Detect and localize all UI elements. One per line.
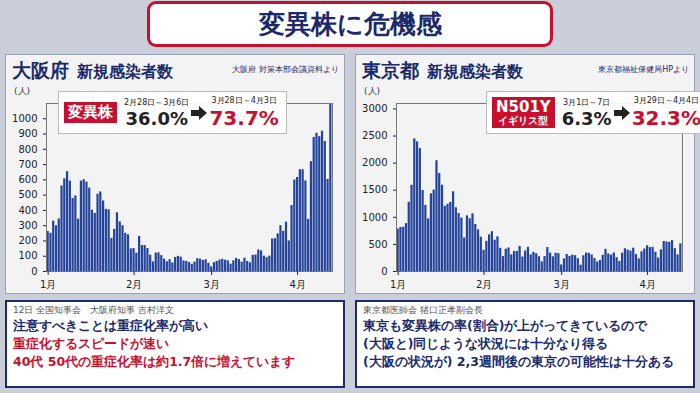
svg-text:4月: 4月 <box>639 279 655 290</box>
svg-text:0: 0 <box>381 266 387 277</box>
svg-text:300: 300 <box>18 220 37 231</box>
svg-text:100: 100 <box>18 250 37 261</box>
html-text:(人): (人) <box>14 86 30 96</box>
html-text:73.7%: 73.7% <box>209 106 279 130</box>
svg-text:1000: 1000 <box>12 113 37 124</box>
svg-text:900: 900 <box>18 128 37 139</box>
html-text:(大阪の状況が) 2,3週間後の東京の可能性は十分ある: (大阪の状況が) 2,3週間後の東京の可能性は十分ある <box>363 354 674 370</box>
html-text:新規感染者数: 新規感染者数 <box>427 62 523 81</box>
svg-text:4月: 4月 <box>289 279 305 290</box>
html-text:注意すべきことは重症化率が高い: 注意すべきことは重症化率が高い <box>13 318 208 333</box>
svg-text:1000: 1000 <box>362 212 387 223</box>
html-text:変異株: 変異株 <box>68 103 113 122</box>
svg-text:3月: 3月 <box>203 279 219 290</box>
svg-text:500: 500 <box>368 239 387 250</box>
svg-text:3月: 3月 <box>553 279 569 290</box>
svg-text:400: 400 <box>18 205 37 216</box>
svg-text:1500: 1500 <box>362 184 387 195</box>
html-text:東京都医師会 猪口正孝副会長: 東京都医師会 猪口正孝副会長 <box>363 305 483 315</box>
svg-text:200: 200 <box>18 235 37 246</box>
html-text:(大阪と)同じような状況には十分なり得る: (大阪と)同じような状況には十分なり得る <box>363 336 609 352</box>
html-text:(人): (人) <box>364 86 380 96</box>
svg-text:2月: 2月 <box>476 279 492 290</box>
html-text:重症化するスピードが速い: 重症化するスピードが速い <box>13 336 169 352</box>
svg-text:700: 700 <box>18 159 37 170</box>
svg-text:1月: 1月 <box>40 279 56 290</box>
html-text:40代 50代の重症化率は約1.7倍に増えています: 40代 50代の重症化率は約1.7倍に増えています <box>13 354 296 370</box>
svg-text:2月: 2月 <box>126 279 142 290</box>
html-text:36.0%: 36.0% <box>125 107 188 129</box>
html-text:東京都福祉保健局HPより: 東京都福祉保健局HPより <box>598 65 689 74</box>
svg-text:600: 600 <box>18 174 37 185</box>
html-text:大阪府: 大阪府 <box>12 59 69 81</box>
svg-text:800: 800 <box>18 144 37 155</box>
svg-text:500: 500 <box>18 189 37 200</box>
html-text:3月1日～7日: 3月1日～7日 <box>563 97 611 107</box>
svg-text:0: 0 <box>31 266 37 277</box>
html-text:3月28日～4月3日: 3月28日～4月3日 <box>211 96 277 105</box>
html-text:6.3%: 6.3% <box>561 107 612 129</box>
html-text:新規感染者数: 新規感染者数 <box>77 62 173 81</box>
html-text:32.3%: 32.3% <box>631 106 700 130</box>
html-text:2月28日～3月6日: 2月28日～3月6日 <box>124 97 190 107</box>
html-text:東京も変異株の率(割合)が上がってきているので: 東京も変異株の率(割合)が上がってきているので <box>363 318 648 333</box>
svg-text:1月: 1月 <box>390 279 406 290</box>
html-text:N501Y: N501Y <box>496 97 551 116</box>
html-text:大阪府 対策本部会議資料より: 大阪府 対策本部会議資料より <box>232 65 339 74</box>
html-text:東京都: 東京都 <box>362 59 419 81</box>
html-text:イギリス型: イギリス型 <box>498 115 549 127</box>
html-text:3月29日～4月4日: 3月29日～4月4日 <box>633 96 700 105</box>
html-text:12日 全国知事会 大阪府知事 吉村洋文: 12日 全国知事会 大阪府知事 吉村洋文 <box>13 305 175 315</box>
svg-text:2000: 2000 <box>362 157 387 168</box>
html-text:変異株に危機感: 変異株に危機感 <box>258 9 442 39</box>
svg-text:2500: 2500 <box>362 130 387 141</box>
svg-text:3000: 3000 <box>362 103 387 114</box>
